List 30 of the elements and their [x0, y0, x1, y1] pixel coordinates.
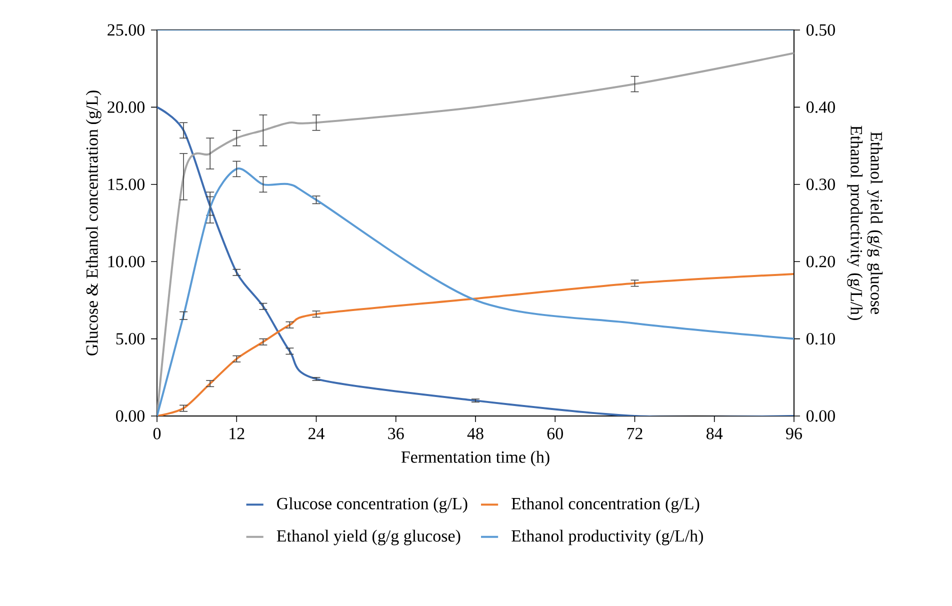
- y-tick-label: 5.00: [116, 333, 144, 345]
- x-tick-label: 96: [786, 428, 802, 440]
- y2-tick-label: 0.30: [806, 178, 835, 190]
- legend-label: Glucose concentration (g/L): [277, 497, 468, 513]
- legend-label: Ethanol yield (g/g glucose): [276, 530, 460, 546]
- y2-tick-label: 0.20: [806, 256, 835, 268]
- x-tick-label: 60: [547, 428, 563, 440]
- y-tick-label: 20.00: [108, 101, 144, 113]
- line-series: [157, 168, 794, 416]
- y2-tick-label: 0.40: [806, 101, 835, 113]
- legend-label: Ethanol concentration (g/L): [512, 497, 700, 513]
- x-tick-label: 72: [627, 428, 642, 440]
- line-series: [157, 272, 794, 416]
- legend-label: Ethanol productivity (g/L/h): [512, 530, 703, 546]
- y2-axis-title: Ethanol yield (g/g glucose Ethanol productivity (g/L/h): [847, 126, 883, 320]
- y-axis-title: Glucose & Ethanol concentration (g/L): [86, 90, 102, 356]
- x-tick-label: 24: [308, 428, 324, 440]
- x-tick-label: 48: [467, 428, 484, 440]
- y2-tick-label: 0.10: [806, 333, 835, 345]
- y2-tick-label: 0.50: [806, 24, 835, 36]
- y-tick-label: 15.00: [108, 178, 144, 190]
- y-tick-label: 0.00: [116, 410, 144, 422]
- y-tick-label: 25.00: [108, 24, 144, 36]
- x-tick-label: 84: [706, 428, 723, 440]
- x-tick-label: 36: [388, 428, 404, 440]
- x-tick-label: 12: [230, 428, 244, 440]
- x-tick-label: 0: [153, 428, 161, 440]
- x-axis-title: Fermentation time (h): [401, 450, 550, 466]
- y2-tick-label: 0.00: [806, 410, 835, 422]
- y-tick-label: 10.00: [108, 256, 144, 268]
